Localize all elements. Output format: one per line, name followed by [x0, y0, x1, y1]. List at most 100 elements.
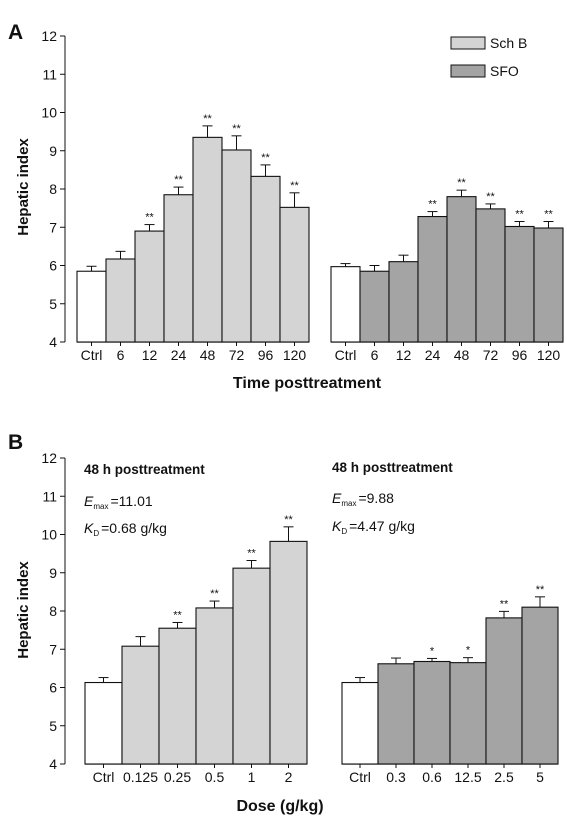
b-schb-bar-2 [269, 540, 308, 765]
a-sfo-significance-72: ** [486, 191, 495, 203]
b-schb-bar-0.25 [158, 627, 197, 765]
b-sfo-bar-Ctrl [341, 681, 379, 765]
b-schb-significance-1: ** [247, 548, 256, 560]
b-sfo-x-tick-label-0.6: 0.6 [422, 769, 442, 785]
a-schb-significance-72: ** [232, 123, 241, 135]
panel-a-y-tick-label-9: 9 [49, 143, 57, 159]
b-sfo-bar-5 [521, 606, 559, 765]
a-sfo-bar-24 [417, 215, 448, 343]
right-emax-symbol: E [332, 490, 342, 506]
b-schb-bar-0.5 [195, 607, 234, 765]
right-kd-value: =4.47 g/kg [349, 518, 415, 534]
panel-b-y-tick-label-10: 10 [41, 527, 57, 543]
a-schb-significance-96: ** [261, 152, 270, 164]
b-sfo-bar-12.5 [449, 662, 487, 765]
b-schb-x-tick-label-0.5: 0.5 [205, 769, 225, 785]
b-sfo-x-tick-label-2.5: 2.5 [494, 769, 514, 785]
panel-a-y-tick-label-10: 10 [41, 105, 57, 121]
b-sfo-bar-2.5 [485, 617, 523, 765]
panel-a-y-tick-label-8: 8 [49, 181, 57, 197]
right-emax-value: =9.88 [358, 490, 394, 506]
a-schb-x-tick-label-48: 48 [200, 347, 216, 363]
panel-a-y-tick-label-5: 5 [49, 296, 57, 312]
a-sfo-bar-6 [359, 270, 390, 343]
a-sfo-x-tick-label-12: 12 [396, 347, 412, 363]
left-emax-symbol: E [84, 493, 94, 509]
legend-swatch-schb [450, 36, 486, 50]
panel-b-y-tick-label-12: 12 [41, 450, 57, 466]
panel-a-y-tick-label-6: 6 [49, 258, 57, 274]
a-schb-bar-12 [134, 230, 165, 343]
a-sfo-x-tick-label-Ctrl: Ctrl [335, 347, 357, 363]
left-note-emax: Emax =11.01 [84, 493, 153, 511]
panel-b-schb-plot: Ctrl 0.125 ** 0.25 ** 0.5 ** 1 ** 2 [84, 514, 308, 785]
right-kd-subscript: D [341, 527, 347, 536]
a-schb-x-tick-label-72: 72 [229, 347, 245, 363]
b-sfo-x-tick-label-5: 5 [536, 769, 544, 785]
a-sfo-bar-120 [533, 227, 564, 343]
b-sfo-significance-5: ** [536, 584, 545, 596]
panel-a-x-axis-label: Time posttreatment [233, 375, 382, 392]
right-note-kd: KD =4.47 g/kg [332, 518, 415, 536]
panel-a-y-axis-label: Hepatic index [15, 138, 32, 236]
panel-a-schb-plot: Ctrl 6 ** 12 ** 24 ** 48 ** 72 ** 96 ** 120 [76, 113, 310, 363]
a-sfo-bar-12 [388, 261, 419, 343]
right-emax-subscript: max [341, 499, 356, 508]
panel-a-y-tick-label-11: 11 [42, 66, 57, 82]
left-note-kd: KD =0.68 g/kg [84, 520, 167, 538]
b-schb-x-tick-label-2: 2 [285, 769, 293, 785]
b-schb-x-tick-label-0.125: 0.125 [123, 769, 158, 785]
a-schb-x-tick-label-Ctrl: Ctrl [81, 347, 103, 363]
a-schb-bar-24 [163, 194, 194, 343]
a-sfo-x-tick-label-24: 24 [425, 347, 441, 363]
b-sfo-x-tick-label-Ctrl: Ctrl [349, 769, 371, 785]
a-sfo-significance-24: ** [428, 199, 437, 211]
a-schb-bar-6 [105, 258, 136, 343]
panel-b-y-axis-label: Hepatic index [15, 561, 32, 659]
a-sfo-x-tick-label-72: 72 [483, 347, 499, 363]
a-sfo-bar-72 [475, 208, 506, 343]
panel-b-y-tick-label-5: 5 [49, 718, 57, 734]
b-sfo-bar-0.6 [413, 660, 451, 765]
b-schb-bar-1 [232, 567, 271, 765]
panel-b-y-tick-label-8: 8 [49, 603, 57, 619]
b-schb-significance-0.25: ** [173, 609, 182, 621]
a-schb-bar-48 [192, 136, 223, 343]
a-sfo-x-tick-label-6: 6 [371, 347, 379, 363]
a-sfo-bar-96 [504, 225, 535, 343]
panel-b-sfo-plot: Ctrl 0.3 * 0.6 * 12.5 ** 2.5 ** 5 [341, 584, 559, 785]
a-schb-bar-Ctrl [76, 270, 107, 343]
a-schb-x-tick-label-6: 6 [117, 347, 125, 363]
panel-a-letter: A [8, 21, 23, 44]
legend-label-schb: Sch B [490, 35, 527, 51]
panel-b-y-tick-label-11: 11 [42, 488, 57, 504]
b-schb-significance-2: ** [284, 514, 293, 526]
b-schb-significance-0.5: ** [210, 588, 219, 600]
panel-b-y-tick-label-9: 9 [49, 565, 57, 581]
a-sfo-significance-120: ** [544, 209, 553, 221]
right-note-emax: Emax =9.88 [332, 490, 394, 508]
a-schb-x-tick-label-24: 24 [171, 347, 187, 363]
b-sfo-x-tick-label-12.5: 12.5 [454, 769, 481, 785]
a-schb-significance-12: ** [145, 212, 154, 224]
left-emax-value: =11.01 [110, 493, 152, 509]
a-schb-bar-96 [250, 175, 281, 343]
right-note-title: 48 h posttreatment [332, 460, 453, 475]
a-schb-bar-120 [279, 206, 310, 343]
panel-a-y-axis: 4 5 6 7 8 9 10 11 12 [41, 28, 66, 350]
left-kd-subscript: D [93, 529, 99, 538]
left-kd-symbol: K [84, 520, 94, 536]
panel-b-right-annotation: 48 h posttreatment Emax =9.88 KD =4.47 g/k… [332, 460, 453, 536]
a-schb-x-tick-label-96: 96 [258, 347, 274, 363]
panel-a-y-tick-label-7: 7 [49, 219, 57, 235]
a-schb-bar-72 [221, 149, 252, 343]
panel-a-legend: Sch B SFO [450, 35, 527, 79]
panel-b-y-tick-label-4: 4 [49, 756, 57, 772]
left-note-title: 48 h posttreatment [84, 462, 205, 477]
panel-b-y-tick-label-6: 6 [49, 680, 57, 696]
legend-label-sfo: SFO [490, 63, 519, 79]
left-kd-value: =0.68 g/kg [101, 520, 167, 536]
panel-b-x-axis-label: Dose (g/kg) [236, 798, 323, 815]
